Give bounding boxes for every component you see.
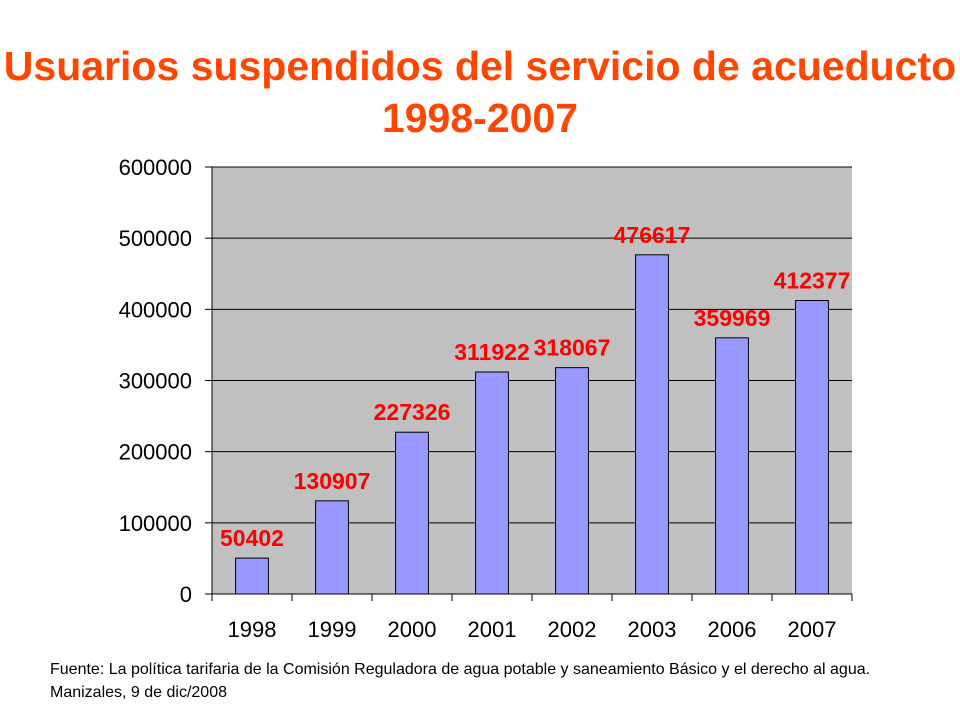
y-tick-label: 600000 bbox=[119, 155, 192, 180]
x-tick-label: 2006 bbox=[708, 617, 757, 642]
y-tick-label: 200000 bbox=[119, 440, 192, 465]
data-label: 476617 bbox=[614, 222, 691, 248]
x-tick-label: 2001 bbox=[468, 617, 517, 642]
data-labels: 50402 130907 227326 311922 318067 476617 35996… bbox=[220, 222, 850, 551]
x-tick-label: 1999 bbox=[308, 617, 357, 642]
bar bbox=[235, 557, 269, 595]
y-tick-label: 100000 bbox=[119, 511, 192, 536]
bar bbox=[555, 367, 589, 595]
x-tick-label: 2003 bbox=[628, 617, 677, 642]
source-note: Fuente: La política tarifaria de la Comi… bbox=[50, 661, 871, 701]
bars bbox=[235, 254, 829, 595]
bar bbox=[315, 500, 349, 595]
y-tick-label: 300000 bbox=[119, 369, 192, 394]
data-label: 130907 bbox=[294, 468, 371, 494]
chart-title: Usuarios suspendidos del servicio de acu… bbox=[3, 43, 957, 141]
x-tick-label: 2002 bbox=[548, 617, 597, 642]
y-tick-label: 500000 bbox=[119, 226, 192, 251]
y-tick-label: 0 bbox=[180, 582, 192, 607]
data-label: 359969 bbox=[694, 305, 771, 331]
data-label: 227326 bbox=[374, 399, 451, 425]
bar bbox=[395, 431, 429, 595]
data-label: 412377 bbox=[774, 268, 851, 294]
x-axis-ticks: 1998 1999 2000 2001 2002 2003 2006 2007 bbox=[211, 594, 853, 642]
bar bbox=[635, 254, 669, 595]
x-tick-label: 1998 bbox=[228, 617, 277, 642]
y-axis-ticks: 0 100000 200000 300000 400000 500000 600000 bbox=[119, 155, 212, 607]
data-label: 318067 bbox=[534, 335, 611, 361]
y-tick-label: 400000 bbox=[119, 297, 192, 322]
x-tick-label: 2000 bbox=[388, 617, 437, 642]
bar-chart: 0 100000 200000 300000 400000 500000 600000 19… bbox=[119, 155, 853, 642]
data-label: 50402 bbox=[220, 525, 284, 551]
bar bbox=[795, 300, 829, 595]
bar bbox=[715, 337, 749, 595]
data-label: 311922 bbox=[454, 339, 529, 365]
bar bbox=[475, 371, 509, 595]
x-tick-label: 2007 bbox=[788, 617, 837, 642]
